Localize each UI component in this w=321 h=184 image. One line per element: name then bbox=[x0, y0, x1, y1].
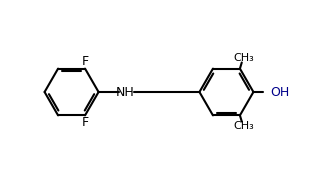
Text: CH₃: CH₃ bbox=[234, 121, 255, 131]
Text: F: F bbox=[82, 55, 89, 68]
Text: NH: NH bbox=[116, 86, 135, 98]
Text: OH: OH bbox=[270, 86, 290, 98]
Text: F: F bbox=[82, 116, 89, 129]
Text: CH₃: CH₃ bbox=[234, 53, 255, 63]
